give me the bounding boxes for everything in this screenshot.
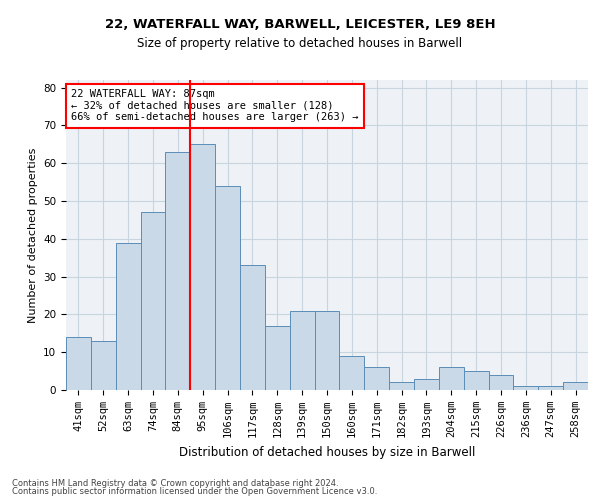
Text: Contains public sector information licensed under the Open Government Licence v3: Contains public sector information licen… <box>12 487 377 496</box>
Text: 22 WATERFALL WAY: 87sqm
← 32% of detached houses are smaller (128)
66% of semi-d: 22 WATERFALL WAY: 87sqm ← 32% of detache… <box>71 90 359 122</box>
Bar <box>364 368 389 390</box>
Bar <box>240 265 265 390</box>
Bar <box>215 186 240 390</box>
Text: Size of property relative to detached houses in Barwell: Size of property relative to detached ho… <box>137 38 463 51</box>
Bar <box>66 337 91 390</box>
Bar <box>563 382 588 390</box>
Text: 22, WATERFALL WAY, BARWELL, LEICESTER, LE9 8EH: 22, WATERFALL WAY, BARWELL, LEICESTER, L… <box>104 18 496 30</box>
Bar <box>414 378 439 390</box>
Bar <box>314 310 340 390</box>
Bar <box>290 310 314 390</box>
Text: Contains HM Land Registry data © Crown copyright and database right 2024.: Contains HM Land Registry data © Crown c… <box>12 478 338 488</box>
Bar <box>116 242 140 390</box>
Bar <box>140 212 166 390</box>
Bar <box>340 356 364 390</box>
Bar <box>265 326 290 390</box>
Bar <box>389 382 414 390</box>
X-axis label: Distribution of detached houses by size in Barwell: Distribution of detached houses by size … <box>179 446 475 458</box>
Bar <box>91 341 116 390</box>
Bar <box>166 152 190 390</box>
Y-axis label: Number of detached properties: Number of detached properties <box>28 148 38 322</box>
Bar <box>488 375 514 390</box>
Bar <box>439 368 464 390</box>
Bar <box>514 386 538 390</box>
Bar <box>538 386 563 390</box>
Bar <box>190 144 215 390</box>
Bar <box>464 371 488 390</box>
